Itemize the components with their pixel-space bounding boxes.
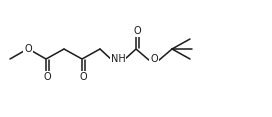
Text: NH: NH	[111, 54, 125, 64]
Text: O: O	[24, 44, 32, 54]
Text: O: O	[133, 26, 141, 36]
Text: O: O	[79, 72, 87, 82]
Text: O: O	[150, 54, 158, 64]
Text: O: O	[43, 72, 51, 82]
